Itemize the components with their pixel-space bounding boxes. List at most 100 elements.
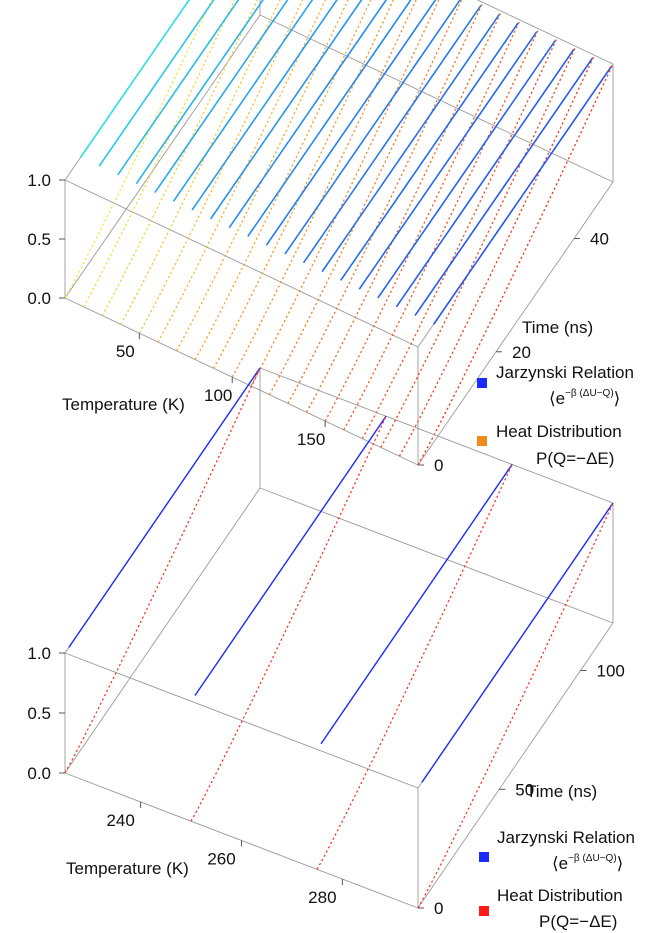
plot-2-heat-distribution-line	[190, 415, 387, 822]
plot-1-heat-distribution-line	[417, 63, 614, 466]
plot-2-box-edge	[417, 622, 614, 909]
plot-1-jarzynski-line	[247, 0, 412, 237]
plot-1-jarzynski-line	[98, 0, 215, 167]
plot-1-z-tick-label: 0.0	[27, 289, 51, 308]
plot-1-jarzynski-line	[358, 31, 538, 290]
plot-1: 50 100 150 0 20 40 0.0 0.5 1.0 Temperature (K) T…	[27, 0, 634, 475]
plot-1-heat-distribution-line	[361, 37, 558, 439]
plot-1-jarzynski-line	[154, 0, 289, 193]
plot-1-jarzynski-line	[209, 0, 363, 220]
plot-1-box-edge	[64, 14, 261, 299]
plot-2-legend: Jarzynski Relation ⟨e−β (ΔU−Q)⟩ Heat Dis…	[479, 828, 635, 931]
plot-1-heat-distribution-line	[250, 0, 440, 387]
plot-2-y-tick-label: 100	[597, 662, 625, 681]
plot-1-z-tick-label: 0.5	[27, 230, 51, 249]
plot-2-box-edge	[259, 367, 614, 504]
plot-2-box-edge	[259, 487, 614, 624]
plot-1-y-tick-label: 20	[512, 343, 531, 362]
plot-1-jarzynski-line	[395, 48, 575, 308]
plot-2-bounding-box	[64, 367, 614, 909]
plot-1-legend: Jarzynski Relation ⟨e−β (ΔU−Q)⟩ Heat Dis…	[477, 363, 634, 468]
plot-2-ticks: 240 260 280 0 50 100 0.0 0.5 1.0	[27, 644, 625, 918]
plot-1-legend-swatch-heat	[477, 436, 487, 446]
plot-1-legend-jarzynski-math: ⟨e−β (ΔU−Q)⟩	[549, 388, 620, 408]
plot-1-legend-heat-math: P(Q=−ΔE)	[536, 449, 614, 468]
plot-2-jarzynski-line	[68, 367, 261, 648]
plot-2-box-edge	[64, 652, 419, 789]
plot-2-box-edge	[64, 487, 261, 774]
plot-1-heat-distribution-line	[268, 0, 463, 396]
plot-1-series-lines	[64, 0, 614, 466]
plot-2-heat-distribution-line	[316, 464, 513, 870]
plot-1-jarzynski-line	[340, 22, 519, 281]
plot-1-heat-distribution-line	[287, 2, 484, 404]
plot-1-legend-jarzynski-label: Jarzynski Relation	[496, 363, 634, 382]
plot-1-heat-distribution-line	[157, 0, 327, 343]
plot-1-jarzynski-line	[265, 0, 437, 246]
plot-2-heat-distribution-line	[417, 502, 614, 909]
plot-1-heat-distribution-line	[83, 0, 236, 308]
plot-1-jarzynski-line	[191, 0, 338, 211]
plot-2-y-axis-label: Time (ns)	[526, 782, 597, 801]
plot-1-jarzynski-line	[117, 0, 240, 176]
plot-1-legend-heat-label: Heat Distribution	[496, 422, 622, 441]
plot-1-y-tick-label: 40	[590, 230, 609, 249]
plot-2-legend-jarzynski-label: Jarzynski Relation	[497, 828, 635, 847]
plot-1-legend-swatch-jarzynski	[477, 378, 487, 388]
plot-2-legend-swatch-jarzynski	[479, 852, 489, 862]
plot-1-heat-distribution-line	[380, 46, 577, 448]
plot-1-y-tick-label: 0	[434, 456, 443, 475]
plot-1-y-axis-label: Time (ns)	[522, 318, 593, 337]
plot-2-y-tick-label: 0	[434, 899, 443, 918]
plot-1-jarzynski-line	[414, 57, 594, 317]
plot-1-box-edge	[476, 0, 614, 65]
plot-1-z-tick-label: 1.0	[27, 171, 51, 190]
plot-2-x-tick-label: 280	[308, 888, 336, 907]
plot-2-x-axis-label: Temperature (K)	[66, 859, 189, 878]
plot-2-x-tick-label: 260	[207, 850, 235, 869]
plot-1-heat-distribution-line	[305, 11, 503, 413]
plot-1-box-edge	[64, 179, 419, 348]
plot-2-x-tick-label: 240	[106, 811, 134, 830]
plot-1-jarzynski-line	[172, 0, 314, 202]
plot-1-jarzynski-line	[228, 0, 388, 229]
plot-2-legend-swatch-heat	[479, 906, 489, 916]
plot-1-jarzynski-line	[284, 0, 461, 255]
plot-1-jarzynski-line	[321, 13, 501, 273]
plot-1-jarzynski-line	[79, 0, 190, 158]
plot-2-heat-distribution-line	[64, 367, 261, 774]
plot-2-z-tick-label: 0.0	[27, 764, 51, 783]
plot-1-heat-distribution-line	[120, 0, 281, 325]
plot-2-legend-jarzynski-math: ⟨e−β (ΔU−Q)⟩	[552, 853, 623, 873]
plot-1-jarzynski-line	[135, 0, 264, 185]
plot-1-heat-distribution-line	[194, 0, 372, 360]
plot-1-heat-distribution-line	[101, 0, 258, 316]
plot-1-x-tick-label: 100	[204, 386, 232, 405]
plot-2-y-tick-label: 50	[515, 780, 534, 799]
plot-2-z-tick-label: 1.0	[27, 644, 51, 663]
plot-1-heat-distribution-line	[324, 19, 521, 422]
plot-2-jarzynski-line	[194, 415, 387, 696]
plot-1-x-tick-label: 50	[116, 342, 135, 361]
plot-1-jarzynski-line	[377, 40, 556, 299]
plot-1-x-axis-label: Temperature (K)	[62, 395, 185, 414]
plot-1-heat-distribution-line	[231, 0, 417, 378]
plot-2-z-tick-label: 0.5	[27, 704, 51, 723]
plot-1-heat-distribution-line	[213, 0, 395, 369]
plot-1-heat-distribution-line	[64, 0, 213, 299]
plot-1-heat-distribution-line	[175, 0, 349, 352]
plot-1-heat-distribution-line	[343, 28, 540, 431]
plot-1-heat-distribution-line	[398, 54, 595, 457]
plot-2-legend-heat-math: P(Q=−ΔE)	[539, 912, 617, 931]
plot-1-jarzynski-line	[432, 66, 612, 325]
plot-1-box-edge	[64, 297, 419, 466]
plot-1-x-tick-label: 150	[297, 430, 325, 449]
plot-1-ticks: 50 100 150 0 20 40 0.0 0.5 1.0	[27, 171, 609, 475]
plot-2: 240 260 280 0 50 100 0.0 0.5 1.0 Temperature (K)…	[27, 367, 635, 931]
plot-2-jarzynski-line	[421, 502, 614, 783]
plot-1-box-edge	[259, 14, 614, 183]
plot-2-series-lines	[64, 367, 614, 909]
plot-2-jarzynski-line	[320, 464, 513, 745]
plot-1-box-edge	[417, 181, 614, 466]
